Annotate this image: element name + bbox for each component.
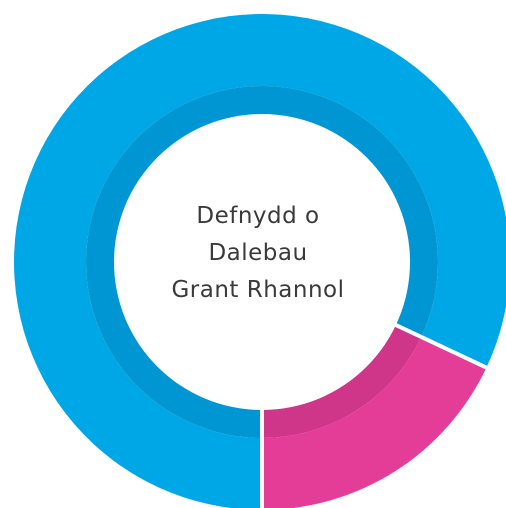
inner-shade-ring [86,86,439,439]
donut-slice-2-inner-shade [262,324,422,438]
slice-separators [260,322,490,508]
center-title-line-1: Defnydd o [196,203,320,229]
center-disc [114,114,410,410]
slice-separator-2 [393,322,490,371]
donut-slice-1 [14,14,506,508]
center-title-line-2: Dalebau [208,240,308,266]
center-title-line-3: Grant Rhannol [171,277,345,303]
center-title: Defnydd o Dalebau Grant Rhannol [143,198,373,309]
donut-slice-2 [262,336,487,508]
slices-layer [14,14,506,508]
